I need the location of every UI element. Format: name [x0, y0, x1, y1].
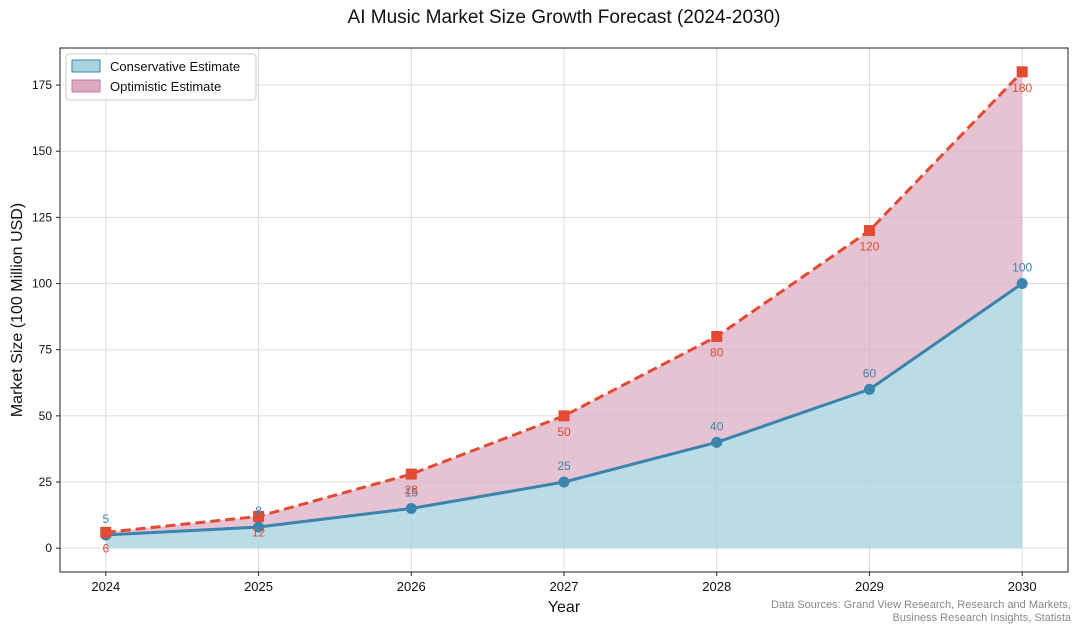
data-point-optimistic — [558, 410, 570, 422]
y-tick-label: 150 — [32, 144, 52, 158]
legend-swatch-optimistic — [71, 79, 101, 93]
data-label-optimistic: 12 — [252, 525, 266, 539]
data-point-optimistic — [863, 225, 875, 237]
legend-label-optimistic: Optimistic Estimate — [110, 79, 221, 94]
data-label-conservative: 25 — [557, 459, 571, 473]
y-tick-label: 0 — [45, 541, 52, 555]
y-tick-label: 25 — [39, 475, 53, 489]
chart-title: AI Music Market Size Growth Forecast (20… — [348, 7, 781, 28]
data-label-optimistic: 120 — [859, 240, 879, 254]
data-point-optimistic — [1016, 66, 1028, 78]
marker-layer — [100, 66, 1028, 541]
data-label-conservative: 40 — [710, 419, 724, 433]
data-label-conservative: 100 — [1012, 261, 1032, 275]
x-tick-label: 2025 — [244, 579, 273, 594]
data-point-optimistic — [253, 510, 265, 522]
legend-box — [65, 53, 257, 101]
legend-label-conservative: Conservative Estimate — [110, 59, 240, 74]
data-source-note-line-2: Business Research Insights, Statista — [892, 612, 1071, 624]
area-fill-conservative — [105, 283, 1023, 549]
data-point-conservative — [711, 436, 723, 448]
legend: Conservative Estimate Optimistic Estimat… — [65, 53, 257, 101]
data-point-conservative — [405, 502, 417, 514]
y-tick-label: 75 — [39, 343, 53, 357]
y-axis-label: Market Size (100 Million USD) — [9, 203, 26, 417]
y-tick-label: 50 — [39, 409, 53, 423]
data-label-optimistic: 50 — [557, 425, 571, 439]
y-tick-label: 125 — [32, 210, 52, 224]
x-tick-label: 2028 — [702, 579, 731, 594]
x-tick-label: 2026 — [397, 579, 426, 594]
area-fill-optimistic — [105, 71, 1023, 535]
legend-swatch-conservative — [71, 59, 101, 73]
data-label-optimistic: 80 — [710, 345, 724, 359]
x-tick-label: 2030 — [1008, 579, 1037, 594]
x-tick-label: 2024 — [91, 579, 120, 594]
data-point-conservative — [558, 476, 570, 488]
y-tick-label: 175 — [32, 78, 52, 92]
data-point-conservative — [253, 521, 265, 533]
data-point-conservative — [863, 383, 875, 395]
data-label-conservative: 5 — [102, 512, 109, 526]
data-label-optimistic: 28 — [405, 483, 419, 497]
x-tick-label: 2027 — [550, 579, 579, 594]
data-point-conservative — [1016, 278, 1028, 290]
x-axis-label: Year — [548, 599, 581, 616]
data-point-optimistic — [405, 468, 417, 480]
data-label-conservative: 15 — [405, 485, 419, 499]
data-label-conservative: 60 — [863, 366, 877, 380]
data-point-optimistic — [711, 330, 723, 342]
y-tick-label: 100 — [32, 277, 52, 291]
data-label-optimistic: 6 — [102, 541, 109, 555]
x-tick-label: 2029 — [855, 579, 884, 594]
data-label-conservative: 8 — [255, 504, 262, 518]
fill-layer — [105, 71, 1023, 549]
data-source-note-line-1: Data Sources: Grand View Research, Resea… — [771, 599, 1071, 611]
data-label-optimistic: 180 — [1012, 81, 1032, 95]
data-point-optimistic — [100, 526, 112, 538]
data-label-layer: 5 8 15 25 40 60 100 6 12 28 50 80 120 180 — [102, 81, 1032, 555]
